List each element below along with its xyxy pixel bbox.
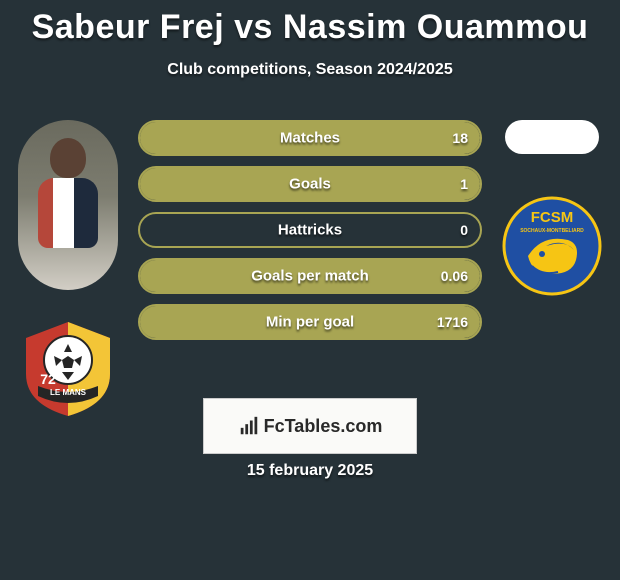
stat-row: Hattricks 0 [138, 212, 482, 248]
left-player-column: LE MANS 72 [8, 120, 128, 418]
stat-row: Min per goal 1716 [138, 304, 482, 340]
club-left-subtext: LE MANS [50, 388, 87, 397]
player-photo-right [505, 120, 599, 154]
club-logo-left: LE MANS 72 [18, 318, 118, 418]
chart-icon [238, 415, 260, 437]
date-text: 15 february 2025 [247, 462, 373, 480]
stat-label: Goals [289, 176, 331, 193]
club-right-subtext: SOCHAUX-MONTBELIARD [520, 228, 584, 234]
page-title: Sabeur Frej vs Nassim Ouammou [0, 0, 620, 47]
stat-value-right: 0 [460, 222, 468, 238]
stat-value-right: 1716 [437, 314, 468, 330]
stat-row: Goals per match 0.06 [138, 258, 482, 294]
player-photo-left [18, 120, 118, 290]
stat-value-right: 18 [452, 130, 468, 146]
subtitle: Club competitions, Season 2024/2025 [0, 61, 620, 79]
stat-label: Hattricks [278, 222, 342, 239]
stat-value-right: 0.06 [441, 268, 468, 284]
stat-row: Matches 18 [138, 120, 482, 156]
stat-label: Min per goal [266, 314, 354, 331]
watermark: FcTables.com [203, 398, 417, 454]
stat-label: Goals per match [251, 268, 369, 285]
stat-value-right: 1 [460, 176, 468, 192]
stats-bars: Matches 18 Goals 1 Hattricks 0 Goals per match… [138, 120, 482, 350]
stat-row: Goals 1 [138, 166, 482, 202]
right-player-column: FCSM SOCHAUX-MONTBELIARD [492, 120, 612, 296]
club-logo-right: FCSM SOCHAUX-MONTBELIARD [502, 196, 602, 296]
watermark-text: FcTables.com [264, 416, 383, 437]
club-left-text: 72 [40, 371, 56, 387]
stat-label: Matches [280, 130, 340, 147]
club-right-text: FCSM [531, 209, 574, 226]
